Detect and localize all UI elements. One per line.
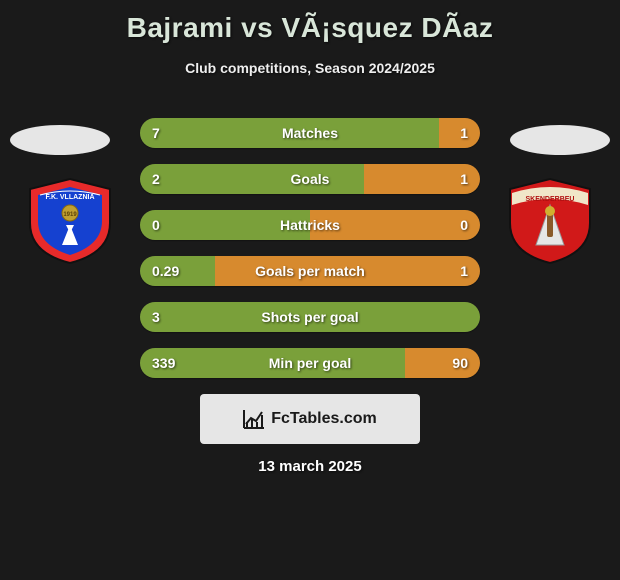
- stat-value-right: 0: [460, 210, 468, 240]
- svg-text:1919: 1919: [63, 212, 77, 218]
- club-crest-right: SKENDERBEU: [500, 175, 600, 265]
- stat-label: Hattricks: [140, 210, 480, 240]
- stat-label: Shots per goal: [140, 302, 480, 332]
- club-crest-left: F.K. VLLAZNIA 1919: [20, 175, 120, 265]
- player-avatar-left: [10, 125, 110, 155]
- stat-value-left: 0.29: [152, 256, 179, 286]
- stat-row: Goals per match0.29 1: [140, 256, 480, 286]
- stat-value-right: 1: [460, 164, 468, 194]
- page-title: Bajrami vs VÃ¡squez DÃ­az: [0, 0, 620, 44]
- stat-label: Min per goal: [140, 348, 480, 378]
- stat-row: Matches7 1: [140, 118, 480, 148]
- crest-right-text: SKENDERBEU: [525, 196, 574, 203]
- chart-icon: [243, 409, 265, 429]
- crest-left-text: F.K. VLLAZNIA: [46, 194, 95, 201]
- subtitle: Club competitions, Season 2024/2025: [0, 60, 620, 76]
- stat-value-right: 1: [460, 256, 468, 286]
- date-text: 13 march 2025: [0, 458, 620, 475]
- attribution-box[interactable]: FcTables.com: [200, 394, 420, 444]
- stat-label: Goals: [140, 164, 480, 194]
- attribution-label: FcTables.com: [271, 410, 377, 428]
- stat-value-left: 7: [152, 118, 160, 148]
- stat-value-left: 339: [152, 348, 175, 378]
- stat-value-left: 2: [152, 164, 160, 194]
- stat-label: Goals per match: [140, 256, 480, 286]
- stat-value-right: 1: [460, 118, 468, 148]
- stat-row: Goals2 1: [140, 164, 480, 194]
- stat-bars: Matches71Goals21Hattricks00Goals per mat…: [140, 118, 480, 394]
- stat-value-right: 90: [452, 348, 468, 378]
- stat-label: Matches: [140, 118, 480, 148]
- stat-value-left: 3: [152, 302, 160, 332]
- stat-row: Hattricks0 0: [140, 210, 480, 240]
- stat-value-left: 0: [152, 210, 160, 240]
- stat-row: Min per goal339 90: [140, 348, 480, 378]
- stat-row: Shots per goal3: [140, 302, 480, 332]
- player-avatar-right: [510, 125, 610, 155]
